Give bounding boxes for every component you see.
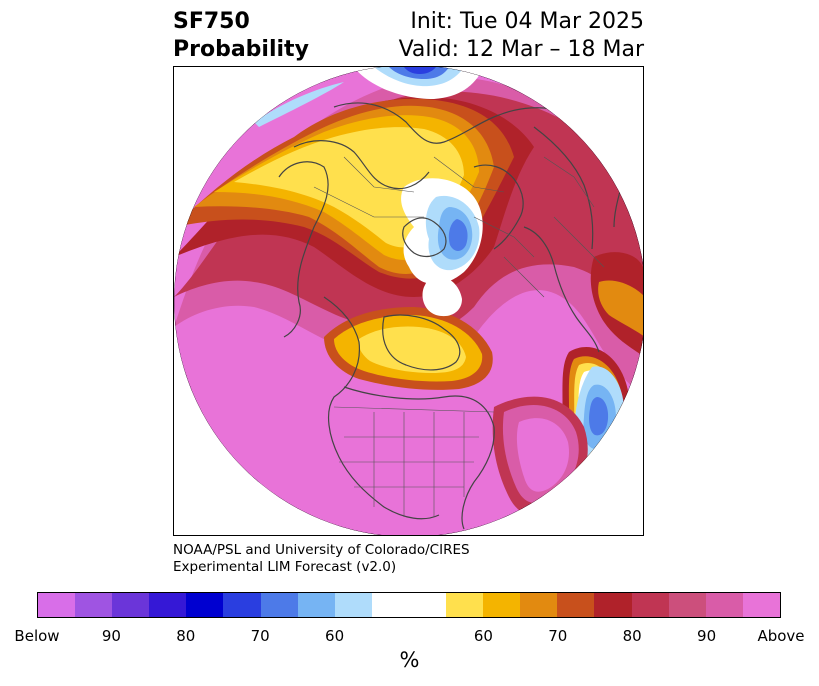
colorbar-cell	[186, 593, 224, 617]
colorbar-cell	[334, 593, 372, 617]
field-above-65-east	[598, 280, 643, 337]
colorbar-tick-label: Below	[14, 627, 60, 645]
colorbar-tick-label: 60	[325, 627, 345, 645]
field-above-55-canada	[358, 326, 466, 373]
colorbar-cell	[75, 593, 113, 617]
credit-text: NOAA/PSL and University of Colorado/CIRE…	[173, 542, 470, 576]
colorbar-cell	[483, 593, 521, 617]
colorbar-tick-label: Above	[757, 627, 805, 645]
colorbar-tick-label: 80	[622, 627, 642, 645]
probability-field	[174, 67, 643, 535]
colorbar-tick-label: 70	[548, 627, 568, 645]
field-above-55	[234, 127, 464, 248]
colorbar-cell	[520, 593, 558, 617]
field-below-streak	[254, 82, 344, 127]
colorbar-tick-label: 90	[101, 627, 121, 645]
colorbar-tick-label: 60	[473, 627, 493, 645]
init-date: Init: Tue 04 Mar 2025	[410, 9, 644, 34]
title-block-left: SF750 Probability	[173, 8, 309, 64]
colorbar-tick-label: 90	[697, 627, 717, 645]
coastlines	[278, 102, 628, 530]
colorbar-cell	[371, 593, 409, 617]
colorbar-cell	[705, 593, 743, 617]
colorbar-unit: %	[399, 648, 420, 672]
field-neutral-greenland	[422, 275, 462, 317]
field-above-max-lower	[516, 418, 570, 492]
colorbar-tick-label: 70	[250, 627, 270, 645]
colorbar	[37, 592, 781, 618]
field-below-70-pole	[448, 219, 468, 251]
title-block-right: Init: Tue 04 Mar 2025 Valid: 12 Mar – 18…	[399, 8, 644, 64]
credit-line-2: Experimental LIM Forecast (v2.0)	[173, 559, 397, 575]
colorbar-cell	[742, 593, 780, 617]
variable-title: SF750	[173, 9, 250, 34]
colorbar-cell	[557, 593, 595, 617]
colorbar-cell	[446, 593, 484, 617]
field-below-70-atlantic	[589, 397, 609, 436]
colorbar-cell	[223, 593, 261, 617]
product-title: Probability	[173, 37, 309, 62]
colorbar-cell	[112, 593, 150, 617]
colorbar-cell	[38, 593, 76, 617]
colorbar-cell	[149, 593, 187, 617]
colorbar-cell	[297, 593, 335, 617]
valid-range: Valid: 12 Mar – 18 Mar	[398, 37, 644, 62]
colorbar-cell	[594, 593, 632, 617]
map-svg	[174, 67, 643, 535]
colorbar-cell	[668, 593, 706, 617]
credit-line-1: NOAA/PSL and University of Colorado/CIRE…	[173, 542, 470, 558]
colorbar-labels: Below 90 80 70 60 60 70 80 90 Above	[0, 626, 819, 646]
colorbar-cell	[631, 593, 669, 617]
field-below-80-top	[404, 67, 436, 74]
forecast-map	[173, 66, 644, 536]
colorbar-cell	[408, 593, 447, 617]
colorbar-tick-label: 80	[176, 627, 196, 645]
colorbar-cell	[260, 593, 298, 617]
